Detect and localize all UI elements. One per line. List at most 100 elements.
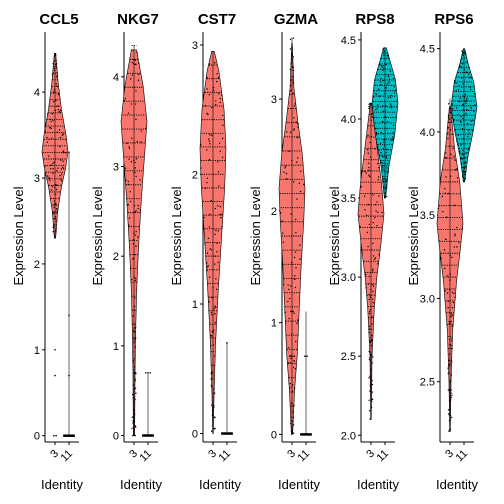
data-point	[461, 227, 464, 230]
data-point	[378, 253, 380, 256]
data-point	[444, 289, 446, 292]
data-point	[461, 128, 464, 130]
data-point	[50, 189, 53, 191]
data-point	[46, 136, 48, 139]
data-point	[386, 172, 388, 174]
data-point	[447, 389, 450, 391]
data-point	[381, 167, 384, 169]
data-point	[445, 238, 447, 240]
data-point	[472, 119, 474, 121]
data-point	[369, 328, 371, 331]
data-point	[134, 371, 136, 374]
data-point	[133, 371, 135, 374]
data-point	[134, 167, 136, 169]
data-point	[383, 141, 385, 144]
data-point	[451, 256, 453, 259]
data-point	[298, 182, 300, 184]
data-point	[446, 292, 449, 294]
data-point	[288, 150, 290, 152]
data-point	[366, 231, 369, 234]
data-point	[376, 107, 379, 110]
data-point	[378, 166, 380, 169]
data-point	[50, 167, 52, 170]
y-tick-label: 3.5	[420, 210, 435, 222]
data-point	[371, 323, 373, 325]
data-point	[54, 183, 57, 186]
data-point	[135, 157, 138, 160]
data-point	[457, 134, 459, 137]
data-point	[59, 136, 62, 139]
data-point	[464, 161, 467, 163]
data-point	[460, 144, 462, 146]
violin-group-11	[300, 311, 312, 436]
data-point	[289, 285, 292, 287]
data-point	[464, 167, 466, 169]
data-point	[60, 173, 63, 175]
data-point	[134, 346, 137, 348]
data-point	[217, 205, 219, 207]
data-point	[453, 292, 455, 295]
data-point	[461, 153, 464, 156]
data-point	[467, 135, 469, 138]
data-point	[217, 230, 219, 232]
data-point	[132, 434, 134, 437]
data-point	[295, 231, 297, 234]
data-point	[462, 83, 464, 85]
data-point	[299, 244, 301, 246]
data-point	[49, 118, 52, 121]
data-point	[461, 175, 464, 177]
data-point	[460, 115, 462, 118]
data-point	[293, 256, 296, 259]
data-point	[450, 313, 452, 315]
data-point	[462, 104, 464, 106]
data-point	[470, 77, 473, 79]
y-tick-label: 2	[271, 206, 277, 218]
data-point	[368, 175, 371, 178]
data-point	[68, 314, 70, 317]
data-point	[368, 399, 370, 402]
data-point	[57, 108, 60, 111]
data-point	[363, 195, 366, 197]
data-point	[454, 159, 456, 161]
data-point	[208, 159, 211, 161]
data-point	[55, 207, 58, 210]
data-point	[364, 208, 366, 211]
data-point	[56, 74, 59, 76]
data-point	[215, 306, 217, 309]
data-point	[470, 88, 472, 91]
data-point	[474, 117, 476, 119]
data-point	[207, 138, 210, 140]
data-point	[302, 183, 305, 186]
y-tick-label: 4	[34, 87, 40, 99]
data-point	[50, 120, 52, 123]
data-point	[387, 132, 389, 134]
violin-group-3	[41, 52, 69, 437]
data-point	[214, 305, 216, 307]
data-point	[454, 79, 456, 82]
data-point	[290, 84, 292, 87]
data-point	[293, 278, 296, 280]
data-point	[213, 307, 215, 310]
data-point	[293, 360, 295, 362]
data-point	[452, 301, 455, 304]
data-point	[371, 400, 373, 402]
data-point	[450, 396, 452, 399]
data-point	[139, 179, 141, 181]
data-point	[386, 195, 388, 198]
data-point	[451, 291, 454, 293]
data-point	[134, 373, 136, 375]
y-axis-title: Expression Level	[248, 186, 263, 285]
data-point	[450, 153, 452, 156]
data-point	[293, 432, 295, 434]
data-point	[296, 198, 298, 200]
data-point	[383, 169, 385, 171]
data-point	[385, 105, 387, 107]
data-point	[58, 111, 61, 113]
data-point	[289, 68, 292, 71]
data-point	[211, 335, 213, 337]
data-point	[462, 117, 464, 120]
data-point	[468, 66, 470, 69]
data-point	[59, 111, 62, 114]
data-point	[458, 151, 460, 153]
data-point	[450, 315, 452, 318]
